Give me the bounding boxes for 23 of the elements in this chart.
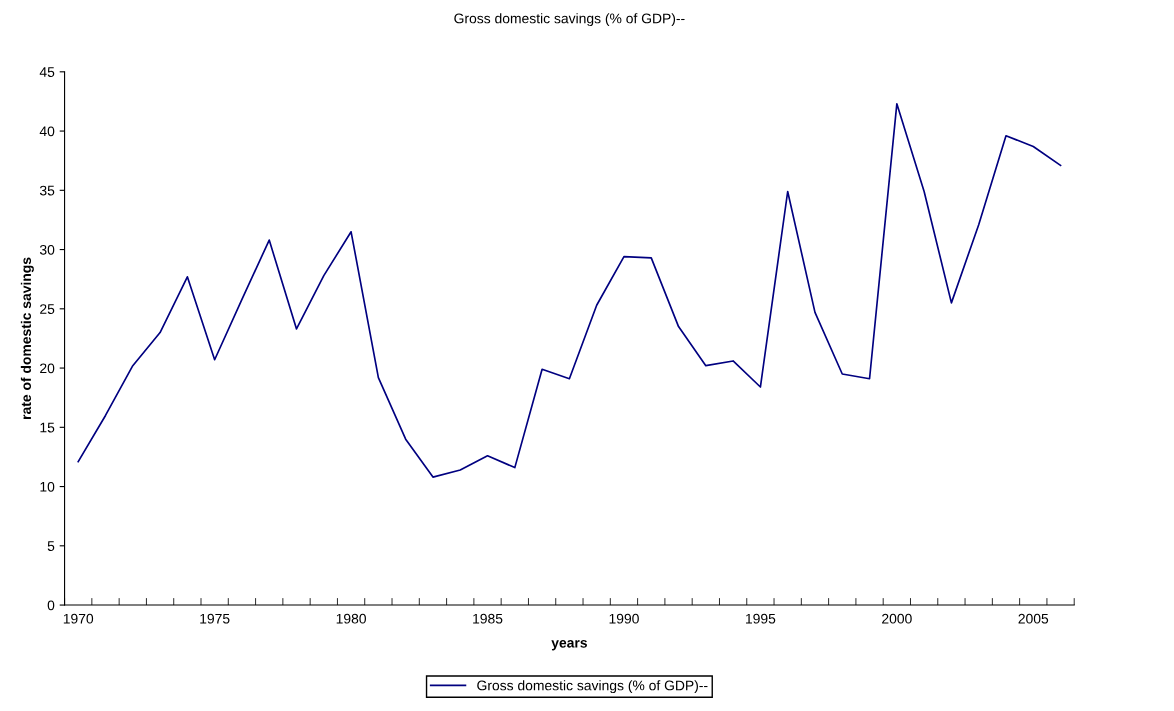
y-tick-label: 0 — [47, 600, 55, 611]
line-series — [77, 102, 1062, 478]
x-tick-label: 2005 — [1018, 613, 1049, 624]
x-tick-label: 1980 — [336, 613, 366, 624]
x-tick-label: 1970 — [63, 613, 94, 624]
y-tick-label: 35 — [39, 185, 55, 196]
y-tick-label: 15 — [40, 422, 55, 433]
y-tick-label: 25 — [40, 304, 55, 314]
x-tick-label: 1990 — [609, 613, 639, 624]
y-tick-label: 40 — [39, 126, 55, 137]
y-tick-label: 20 — [40, 363, 55, 374]
y-tick-label: 5 — [47, 541, 55, 551]
y-tick-label: 45 — [39, 67, 55, 77]
x-tick-label: 1995 — [746, 613, 776, 624]
legend-label: Gross domestic savings (% of GDP)-- — [477, 680, 708, 694]
y-axis-title: rate of domestic savings — [20, 257, 34, 419]
x-axis-title: years — [551, 640, 587, 651]
chart-title: Gross domestic savings (% of GDP)-- — [454, 13, 685, 27]
y-tick-label: 10 — [40, 481, 55, 492]
y-tick-label: 30 — [39, 244, 55, 255]
x-tick-label: 2000 — [882, 613, 912, 624]
x-tick-label: 1985 — [473, 613, 503, 624]
x-tick-label: 1975 — [200, 613, 230, 624]
